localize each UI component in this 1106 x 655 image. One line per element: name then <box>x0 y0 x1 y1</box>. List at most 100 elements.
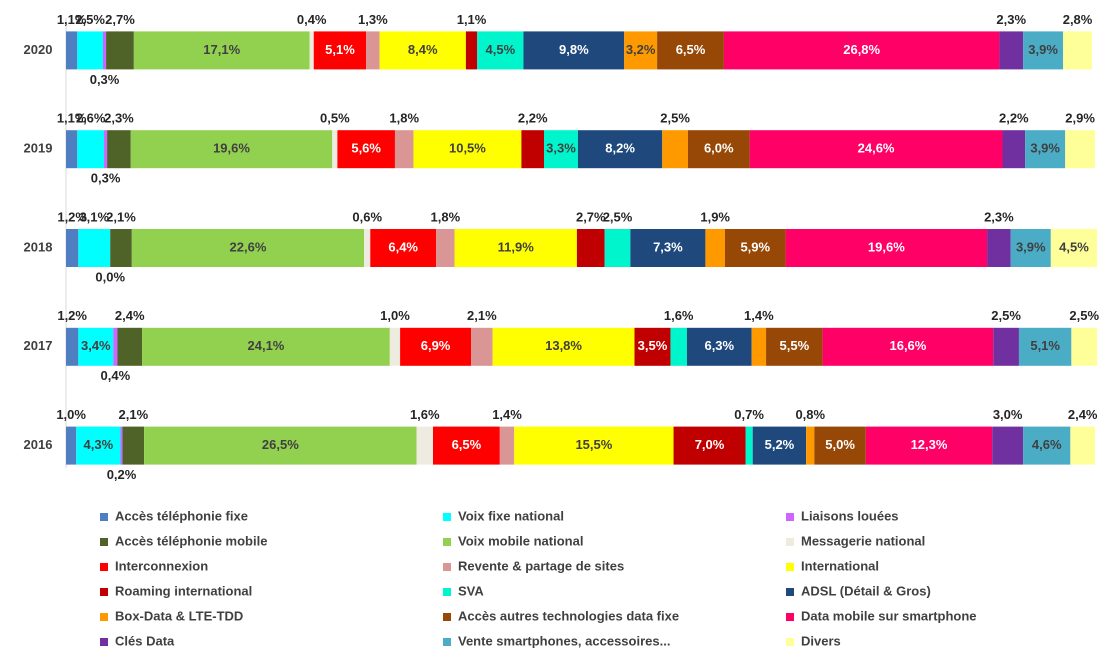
value-label: 8,4% <box>408 42 438 57</box>
value-label: 2,7% <box>576 209 606 224</box>
value-label: 0,8% <box>795 407 825 422</box>
y-tick-label: 2017 <box>24 338 53 353</box>
bar-segment <box>103 31 107 70</box>
legend-label: Accès téléphonie fixe <box>115 508 248 523</box>
bar-segment <box>999 31 1024 70</box>
bar-segment <box>576 229 605 267</box>
bar-segment <box>749 130 1003 169</box>
bar-segment <box>465 31 478 70</box>
legend-swatch <box>100 588 108 596</box>
value-label: 1,2% <box>57 209 87 224</box>
bar-segment <box>987 229 1011 267</box>
y-tick-label: 2020 <box>24 42 53 57</box>
value-label: 9,8% <box>559 42 589 57</box>
value-label: 2,5% <box>603 209 633 224</box>
bar-segment <box>454 229 577 267</box>
value-label: 8,2% <box>605 141 635 156</box>
bar-segment <box>1065 130 1096 169</box>
value-label: 1,9% <box>700 209 730 224</box>
bar-segment <box>1023 426 1071 465</box>
bar-segment <box>370 229 437 267</box>
bar-segment <box>630 229 706 267</box>
value-label: 24,6% <box>858 141 895 156</box>
legend-swatch <box>100 613 108 621</box>
bar-segment <box>624 31 658 70</box>
value-label: 3,9% <box>1016 239 1046 254</box>
bar-segment <box>514 426 674 465</box>
legend-label: Divers <box>801 633 841 648</box>
legend-label: Revente & partage de sites <box>458 558 624 573</box>
value-label: 5,1% <box>325 42 355 57</box>
legend-swatch <box>786 613 794 621</box>
bar-segment <box>745 426 753 465</box>
legend-swatch <box>786 563 794 571</box>
bar-segment <box>364 229 371 267</box>
bar-segment <box>107 130 131 169</box>
value-label: 3,3% <box>546 141 576 156</box>
value-label: 6,0% <box>704 141 734 156</box>
value-label: 24,1% <box>248 338 285 353</box>
value-label: 3,2% <box>626 42 656 57</box>
bar-segment <box>133 31 310 70</box>
value-label: 3,1% <box>79 209 109 224</box>
bar-segment <box>822 327 994 366</box>
bar-segment <box>1071 327 1098 366</box>
value-label: 2,5% <box>660 111 690 126</box>
bar-segment <box>814 426 866 465</box>
bar-segment <box>436 229 455 267</box>
bar-segment <box>120 426 123 465</box>
bar-segment <box>1002 130 1026 169</box>
value-label: 0,6% <box>352 209 382 224</box>
value-label: 0,7% <box>734 407 764 422</box>
value-label: 19,6% <box>868 239 905 254</box>
bar-segment <box>705 229 725 267</box>
bar-segment <box>686 327 752 366</box>
value-label: 1,6% <box>410 407 440 422</box>
legend-swatch <box>786 538 794 546</box>
bar-segment <box>670 327 687 366</box>
bar-segment <box>313 31 367 70</box>
value-label: 1,4% <box>492 407 522 422</box>
bar-segment <box>144 426 417 465</box>
bar-segment <box>471 327 493 366</box>
bar-segment <box>337 130 395 169</box>
bar-segment <box>1050 229 1098 267</box>
bar-segment <box>389 327 401 366</box>
value-label: 2,5% <box>991 308 1021 323</box>
bar-segment <box>1018 327 1072 366</box>
value-label: 2,3% <box>984 209 1014 224</box>
bar-segment <box>1010 229 1051 267</box>
value-label: 2,1% <box>467 308 497 323</box>
legend-label: ADSL (Détail & Gros) <box>801 583 931 598</box>
value-label: 11,9% <box>498 239 535 254</box>
legend-label: Interconnexion <box>115 558 208 573</box>
value-label: 1,6% <box>664 308 694 323</box>
bar-segment <box>130 130 333 169</box>
value-label: 2,9% <box>1065 111 1095 126</box>
bar-segment <box>379 31 466 70</box>
legend-swatch <box>100 538 108 546</box>
value-label: 3,4% <box>81 338 111 353</box>
value-label: 0,0% <box>95 269 125 284</box>
bar-segment <box>604 229 631 267</box>
bar-segment <box>66 31 78 70</box>
value-label: 2,8% <box>1063 12 1093 27</box>
value-label: 0,3% <box>90 72 120 87</box>
value-label: 1,1% <box>57 111 87 126</box>
legend-label: Accès téléphonie mobile <box>115 533 267 548</box>
value-label: 3,9% <box>1030 141 1060 156</box>
value-label: 1,8% <box>431 209 461 224</box>
value-label: 1,0% <box>380 308 410 323</box>
legend-label: Roaming international <box>115 583 252 598</box>
legend-swatch <box>100 513 108 521</box>
bar-segment <box>751 327 767 366</box>
bar-segment <box>1063 31 1092 70</box>
bar-segment <box>416 426 433 465</box>
value-label: 0,2% <box>107 467 137 482</box>
value-label: 3,5% <box>638 338 668 353</box>
bar-segment <box>77 130 105 169</box>
value-label: 2,2% <box>999 111 1029 126</box>
value-label: 2,4% <box>115 308 145 323</box>
value-label: 0,3% <box>91 171 121 186</box>
y-tick-label: 2018 <box>24 239 53 254</box>
